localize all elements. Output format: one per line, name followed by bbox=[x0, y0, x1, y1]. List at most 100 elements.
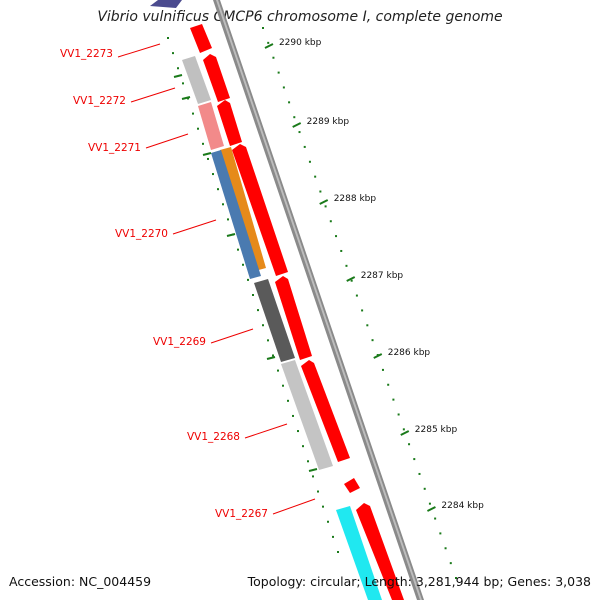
minor-tick bbox=[202, 142, 204, 145]
major-tick bbox=[426, 506, 436, 512]
minor-tick bbox=[312, 475, 314, 478]
major-tick bbox=[373, 353, 383, 359]
minor-tick bbox=[207, 157, 209, 160]
minor-tick bbox=[293, 116, 296, 119]
minor-tick bbox=[302, 445, 304, 448]
minor-tick bbox=[237, 248, 239, 251]
minor-tick bbox=[272, 56, 275, 59]
minor-tick bbox=[177, 67, 179, 70]
accession-text: Accession: NC_004459 bbox=[9, 574, 152, 589]
minor-tick bbox=[387, 383, 390, 386]
inner-major-tick bbox=[226, 233, 236, 237]
minor-tick bbox=[327, 520, 329, 523]
minor-tick bbox=[257, 309, 259, 312]
minor-tick bbox=[335, 235, 338, 238]
tick-label: 2285 kbp bbox=[415, 425, 458, 435]
minor-tick bbox=[317, 490, 319, 493]
major-tick bbox=[346, 276, 356, 282]
tick-label: 2286 kbp bbox=[388, 348, 431, 358]
minor-tick bbox=[392, 398, 395, 401]
minor-tick bbox=[361, 309, 364, 312]
top-feature-fragment bbox=[150, 0, 182, 8]
forward-strand-track bbox=[190, 24, 404, 600]
tick-label: 2284 kbp bbox=[441, 501, 484, 511]
minor-tick bbox=[277, 71, 280, 74]
minor-tick bbox=[314, 175, 317, 178]
minor-tick bbox=[345, 264, 348, 267]
minor-tick bbox=[397, 413, 400, 416]
minor-tick bbox=[172, 52, 174, 55]
minor-tick bbox=[212, 173, 214, 176]
minor-tick bbox=[217, 188, 219, 191]
minor-tick bbox=[455, 577, 457, 579]
minor-tick bbox=[247, 278, 249, 281]
minor-tick bbox=[308, 160, 311, 163]
minor-tick bbox=[428, 502, 431, 505]
inner-major-tick bbox=[202, 152, 212, 156]
minor-tick bbox=[192, 112, 194, 115]
backbone-ring-highlight bbox=[216, 0, 422, 600]
gene-block bbox=[211, 150, 261, 279]
gene-block bbox=[182, 56, 211, 104]
minor-tick bbox=[222, 203, 224, 206]
minor-tick bbox=[267, 41, 270, 44]
minor-tick bbox=[449, 562, 452, 565]
gene-label: VV1_2267 bbox=[215, 508, 268, 520]
minor-tick bbox=[381, 368, 384, 371]
gene-block bbox=[254, 279, 295, 362]
minor-tick bbox=[371, 339, 374, 342]
gene-label: VV1_2271 bbox=[88, 142, 141, 154]
major-tick bbox=[319, 199, 329, 205]
minor-tick bbox=[319, 190, 322, 193]
tick-label: 2287 kbp bbox=[361, 271, 404, 281]
minor-tick bbox=[366, 324, 369, 327]
minor-tick bbox=[282, 86, 285, 89]
tick-label: 2288 kbp bbox=[334, 194, 377, 204]
gene-track bbox=[182, 56, 382, 600]
minor-tick bbox=[282, 384, 284, 387]
gene-label: VV1_2272 bbox=[73, 95, 126, 107]
forward-cds-arrow bbox=[232, 144, 288, 276]
forward-cds-arrow bbox=[275, 276, 312, 360]
minor-tick bbox=[322, 505, 324, 508]
forward-cds-arrow bbox=[356, 503, 404, 600]
minor-tick bbox=[340, 249, 343, 252]
gene-label: VV1_2268 bbox=[187, 431, 240, 443]
gene-label: VV1_2270 bbox=[115, 228, 168, 240]
minor-tick bbox=[350, 279, 353, 282]
gene-block bbox=[220, 147, 266, 271]
gene-block bbox=[336, 506, 382, 600]
minor-tick bbox=[444, 547, 447, 550]
forward-cds-arrow bbox=[203, 54, 230, 102]
minor-tick bbox=[267, 339, 269, 342]
minor-tick bbox=[423, 487, 426, 490]
gene-label: VV1_2273 bbox=[60, 48, 113, 60]
minor-tick bbox=[262, 27, 264, 29]
minor-tick bbox=[288, 101, 291, 104]
forward-cds-arrow bbox=[301, 360, 350, 462]
inner-major-tick bbox=[181, 96, 191, 100]
leader-line bbox=[244, 423, 288, 439]
gene-labels: VV1_2273 VV1_2272 VV1_2271 VV1_2270 VV1_2269… bbox=[60, 48, 268, 520]
minor-tick bbox=[324, 205, 327, 208]
minor-tick bbox=[292, 414, 294, 417]
gene-block bbox=[281, 360, 333, 470]
inner-major-tick bbox=[173, 74, 183, 78]
minor-tick bbox=[332, 535, 334, 538]
minor-tick bbox=[434, 517, 437, 520]
leader-line bbox=[272, 498, 316, 515]
leader-line bbox=[172, 219, 217, 235]
minor-tick bbox=[439, 532, 442, 535]
major-tick bbox=[292, 122, 302, 128]
leader-line bbox=[210, 328, 254, 344]
minor-tick bbox=[408, 443, 411, 446]
forward-cds-arrow bbox=[217, 100, 242, 146]
inner-major-tick bbox=[308, 468, 318, 472]
minor-tick bbox=[298, 131, 301, 134]
minor-tick bbox=[303, 145, 306, 148]
minor-tick bbox=[307, 460, 309, 463]
minor-tick bbox=[418, 472, 421, 475]
minor-tick bbox=[337, 551, 339, 553]
